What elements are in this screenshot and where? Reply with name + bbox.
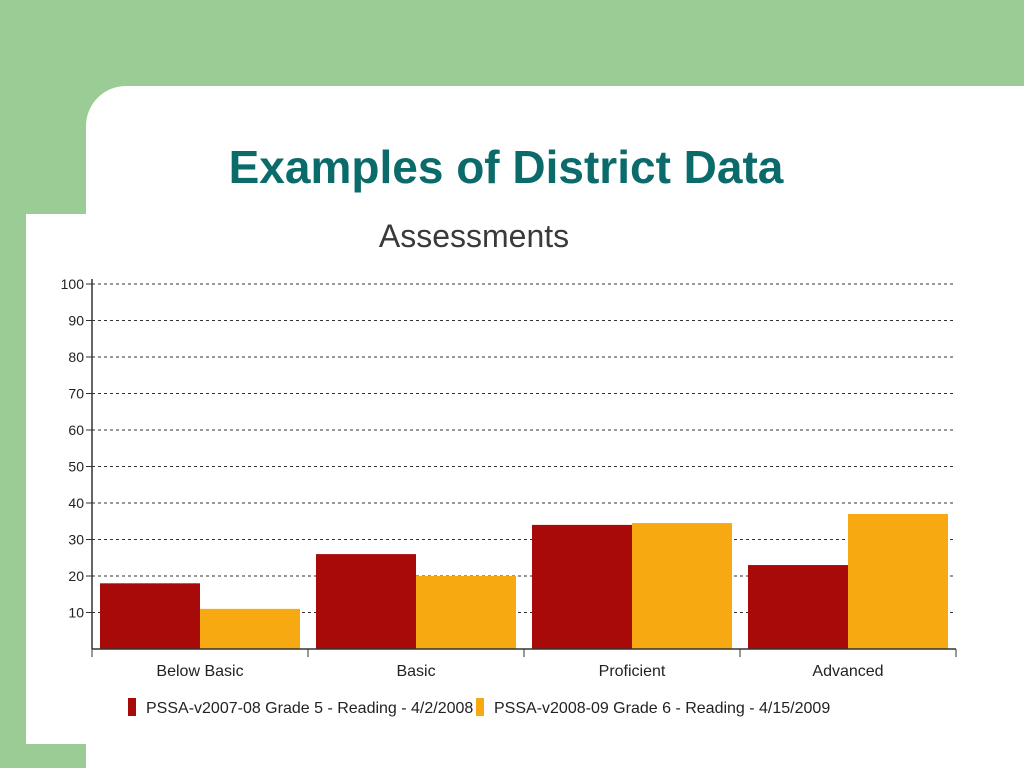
y-tick-label: 90 xyxy=(68,313,84,329)
y-tick-label: 100 xyxy=(61,276,85,292)
bar xyxy=(416,576,516,649)
bar xyxy=(316,554,416,649)
bar xyxy=(100,583,200,649)
assessments-chart: Assessments 10 20 30 40 50 60 70 80 90 100 Below B… xyxy=(61,218,957,717)
slide-title: Examples of District Data xyxy=(228,141,784,193)
legend-swatch xyxy=(476,698,484,716)
bar xyxy=(200,608,300,649)
x-category-label: Below Basic xyxy=(156,663,243,680)
y-tick-label: 70 xyxy=(68,386,84,402)
grid-lines xyxy=(92,283,956,613)
chart-area: Assessments 10 20 30 40 50 60 70 80 90 100 Below B… xyxy=(26,214,1024,744)
legend-swatch xyxy=(128,698,136,716)
x-category-label: Proficient xyxy=(599,663,666,680)
chart-title: Assessments xyxy=(379,218,569,254)
bars xyxy=(100,513,948,649)
bar xyxy=(632,523,732,649)
y-tick-label: 30 xyxy=(68,532,84,548)
y-tick-label: 20 xyxy=(68,568,84,584)
legend-label: PSSA-v2008-09 Grade 6 - Reading - 4/15/2… xyxy=(494,700,830,717)
legend: PSSA-v2007-08 Grade 5 - Reading - 4/2/20… xyxy=(128,698,830,717)
y-tick-label: 10 xyxy=(68,605,84,621)
decorative-green-block xyxy=(0,0,358,86)
y-tick-label: 40 xyxy=(68,495,84,511)
x-category-label: Basic xyxy=(396,663,435,680)
bar xyxy=(848,513,948,649)
legend-label: PSSA-v2007-08 Grade 5 - Reading - 4/2/20… xyxy=(146,700,473,717)
axes: 10 20 30 40 50 60 70 80 90 100 Below Basic Basic Pro… xyxy=(61,276,957,680)
x-category-label: Advanced xyxy=(812,663,883,680)
y-tick-label: 60 xyxy=(68,422,84,438)
y-tick-label: 50 xyxy=(68,459,84,475)
y-tick-label: 80 xyxy=(68,349,84,365)
bar xyxy=(532,524,632,649)
bar xyxy=(748,565,848,649)
